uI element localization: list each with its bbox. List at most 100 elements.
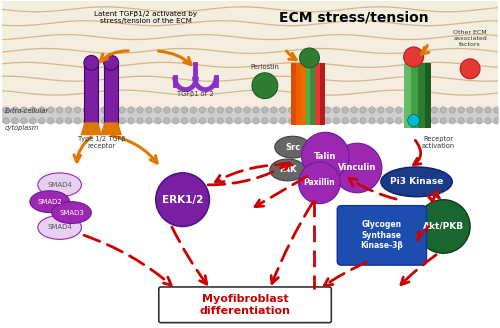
Polygon shape (80, 122, 102, 135)
Circle shape (74, 118, 80, 124)
Text: SMAD3: SMAD3 (59, 210, 84, 215)
Circle shape (315, 118, 322, 124)
Circle shape (369, 118, 375, 124)
Text: Periostin: Periostin (250, 64, 280, 70)
Text: Extra-cellular: Extra-cellular (5, 109, 49, 114)
Circle shape (244, 118, 250, 124)
Circle shape (422, 118, 428, 124)
Circle shape (146, 118, 152, 124)
Circle shape (190, 107, 196, 113)
Circle shape (315, 107, 322, 113)
Circle shape (324, 107, 330, 113)
Circle shape (119, 107, 126, 113)
Circle shape (351, 107, 358, 113)
Circle shape (244, 107, 250, 113)
Text: SMAD4: SMAD4 (48, 182, 72, 188)
Circle shape (440, 118, 446, 124)
Circle shape (386, 107, 393, 113)
Circle shape (182, 107, 188, 113)
Polygon shape (290, 63, 296, 125)
Circle shape (288, 107, 295, 113)
Text: Src: Src (285, 143, 300, 152)
Text: Vinculin: Vinculin (338, 163, 376, 173)
Circle shape (306, 118, 312, 124)
Circle shape (360, 107, 366, 113)
Ellipse shape (381, 167, 452, 197)
Circle shape (208, 107, 214, 113)
Polygon shape (418, 63, 424, 128)
Polygon shape (410, 63, 418, 128)
Circle shape (432, 118, 438, 124)
Circle shape (494, 118, 500, 124)
Circle shape (253, 107, 259, 113)
Circle shape (217, 107, 224, 113)
Circle shape (190, 118, 196, 124)
Circle shape (280, 118, 286, 124)
Circle shape (378, 118, 384, 124)
Circle shape (56, 107, 63, 113)
Circle shape (104, 55, 118, 70)
Text: ECM stress/tension: ECM stress/tension (280, 10, 429, 24)
Circle shape (182, 118, 188, 124)
Circle shape (408, 114, 420, 126)
Polygon shape (100, 122, 122, 135)
Circle shape (199, 107, 205, 113)
Circle shape (414, 118, 420, 124)
Circle shape (12, 118, 18, 124)
Circle shape (396, 118, 402, 124)
Ellipse shape (38, 173, 82, 197)
Circle shape (324, 118, 330, 124)
Circle shape (298, 118, 304, 124)
Circle shape (137, 118, 143, 124)
Text: Akt/PKB: Akt/PKB (423, 222, 464, 231)
Text: SMAD2: SMAD2 (38, 199, 62, 205)
Circle shape (3, 107, 10, 113)
Circle shape (21, 118, 27, 124)
Circle shape (128, 107, 134, 113)
Circle shape (56, 118, 63, 124)
Circle shape (164, 118, 170, 124)
Circle shape (92, 107, 98, 113)
Polygon shape (300, 63, 306, 125)
Ellipse shape (38, 215, 82, 239)
Circle shape (332, 143, 382, 193)
Text: Pi3 Kinase: Pi3 Kinase (390, 177, 444, 186)
Circle shape (137, 107, 143, 113)
Polygon shape (2, 1, 498, 109)
Circle shape (156, 173, 210, 226)
Circle shape (66, 107, 71, 113)
Circle shape (404, 118, 411, 124)
Circle shape (110, 118, 116, 124)
Circle shape (404, 107, 411, 113)
Circle shape (460, 59, 480, 79)
Circle shape (476, 118, 482, 124)
Circle shape (84, 55, 99, 70)
Circle shape (48, 107, 54, 113)
Circle shape (416, 200, 470, 253)
Circle shape (270, 118, 277, 124)
Text: cytoplasm: cytoplasm (5, 125, 40, 131)
Circle shape (378, 107, 384, 113)
Circle shape (432, 107, 438, 113)
Circle shape (449, 107, 456, 113)
Text: Latent TGFβ1/2 activated by
stress/tension of the ECM: Latent TGFβ1/2 activated by stress/tensi… (94, 11, 198, 24)
Circle shape (449, 118, 456, 124)
Circle shape (110, 107, 116, 113)
Circle shape (226, 107, 232, 113)
Text: FAK: FAK (279, 165, 296, 174)
Circle shape (48, 118, 54, 124)
Polygon shape (424, 63, 432, 128)
Ellipse shape (270, 159, 306, 181)
Circle shape (369, 107, 375, 113)
Circle shape (302, 132, 349, 180)
Circle shape (146, 107, 152, 113)
Circle shape (351, 118, 358, 124)
Circle shape (386, 118, 393, 124)
Circle shape (235, 118, 242, 124)
Circle shape (414, 107, 420, 113)
Text: Myofibroblast
differentiation: Myofibroblast differentiation (200, 294, 290, 316)
Text: Other ECM
associated
factors: Other ECM associated factors (453, 31, 487, 47)
Circle shape (101, 118, 107, 124)
Circle shape (38, 107, 45, 113)
Circle shape (154, 118, 161, 124)
